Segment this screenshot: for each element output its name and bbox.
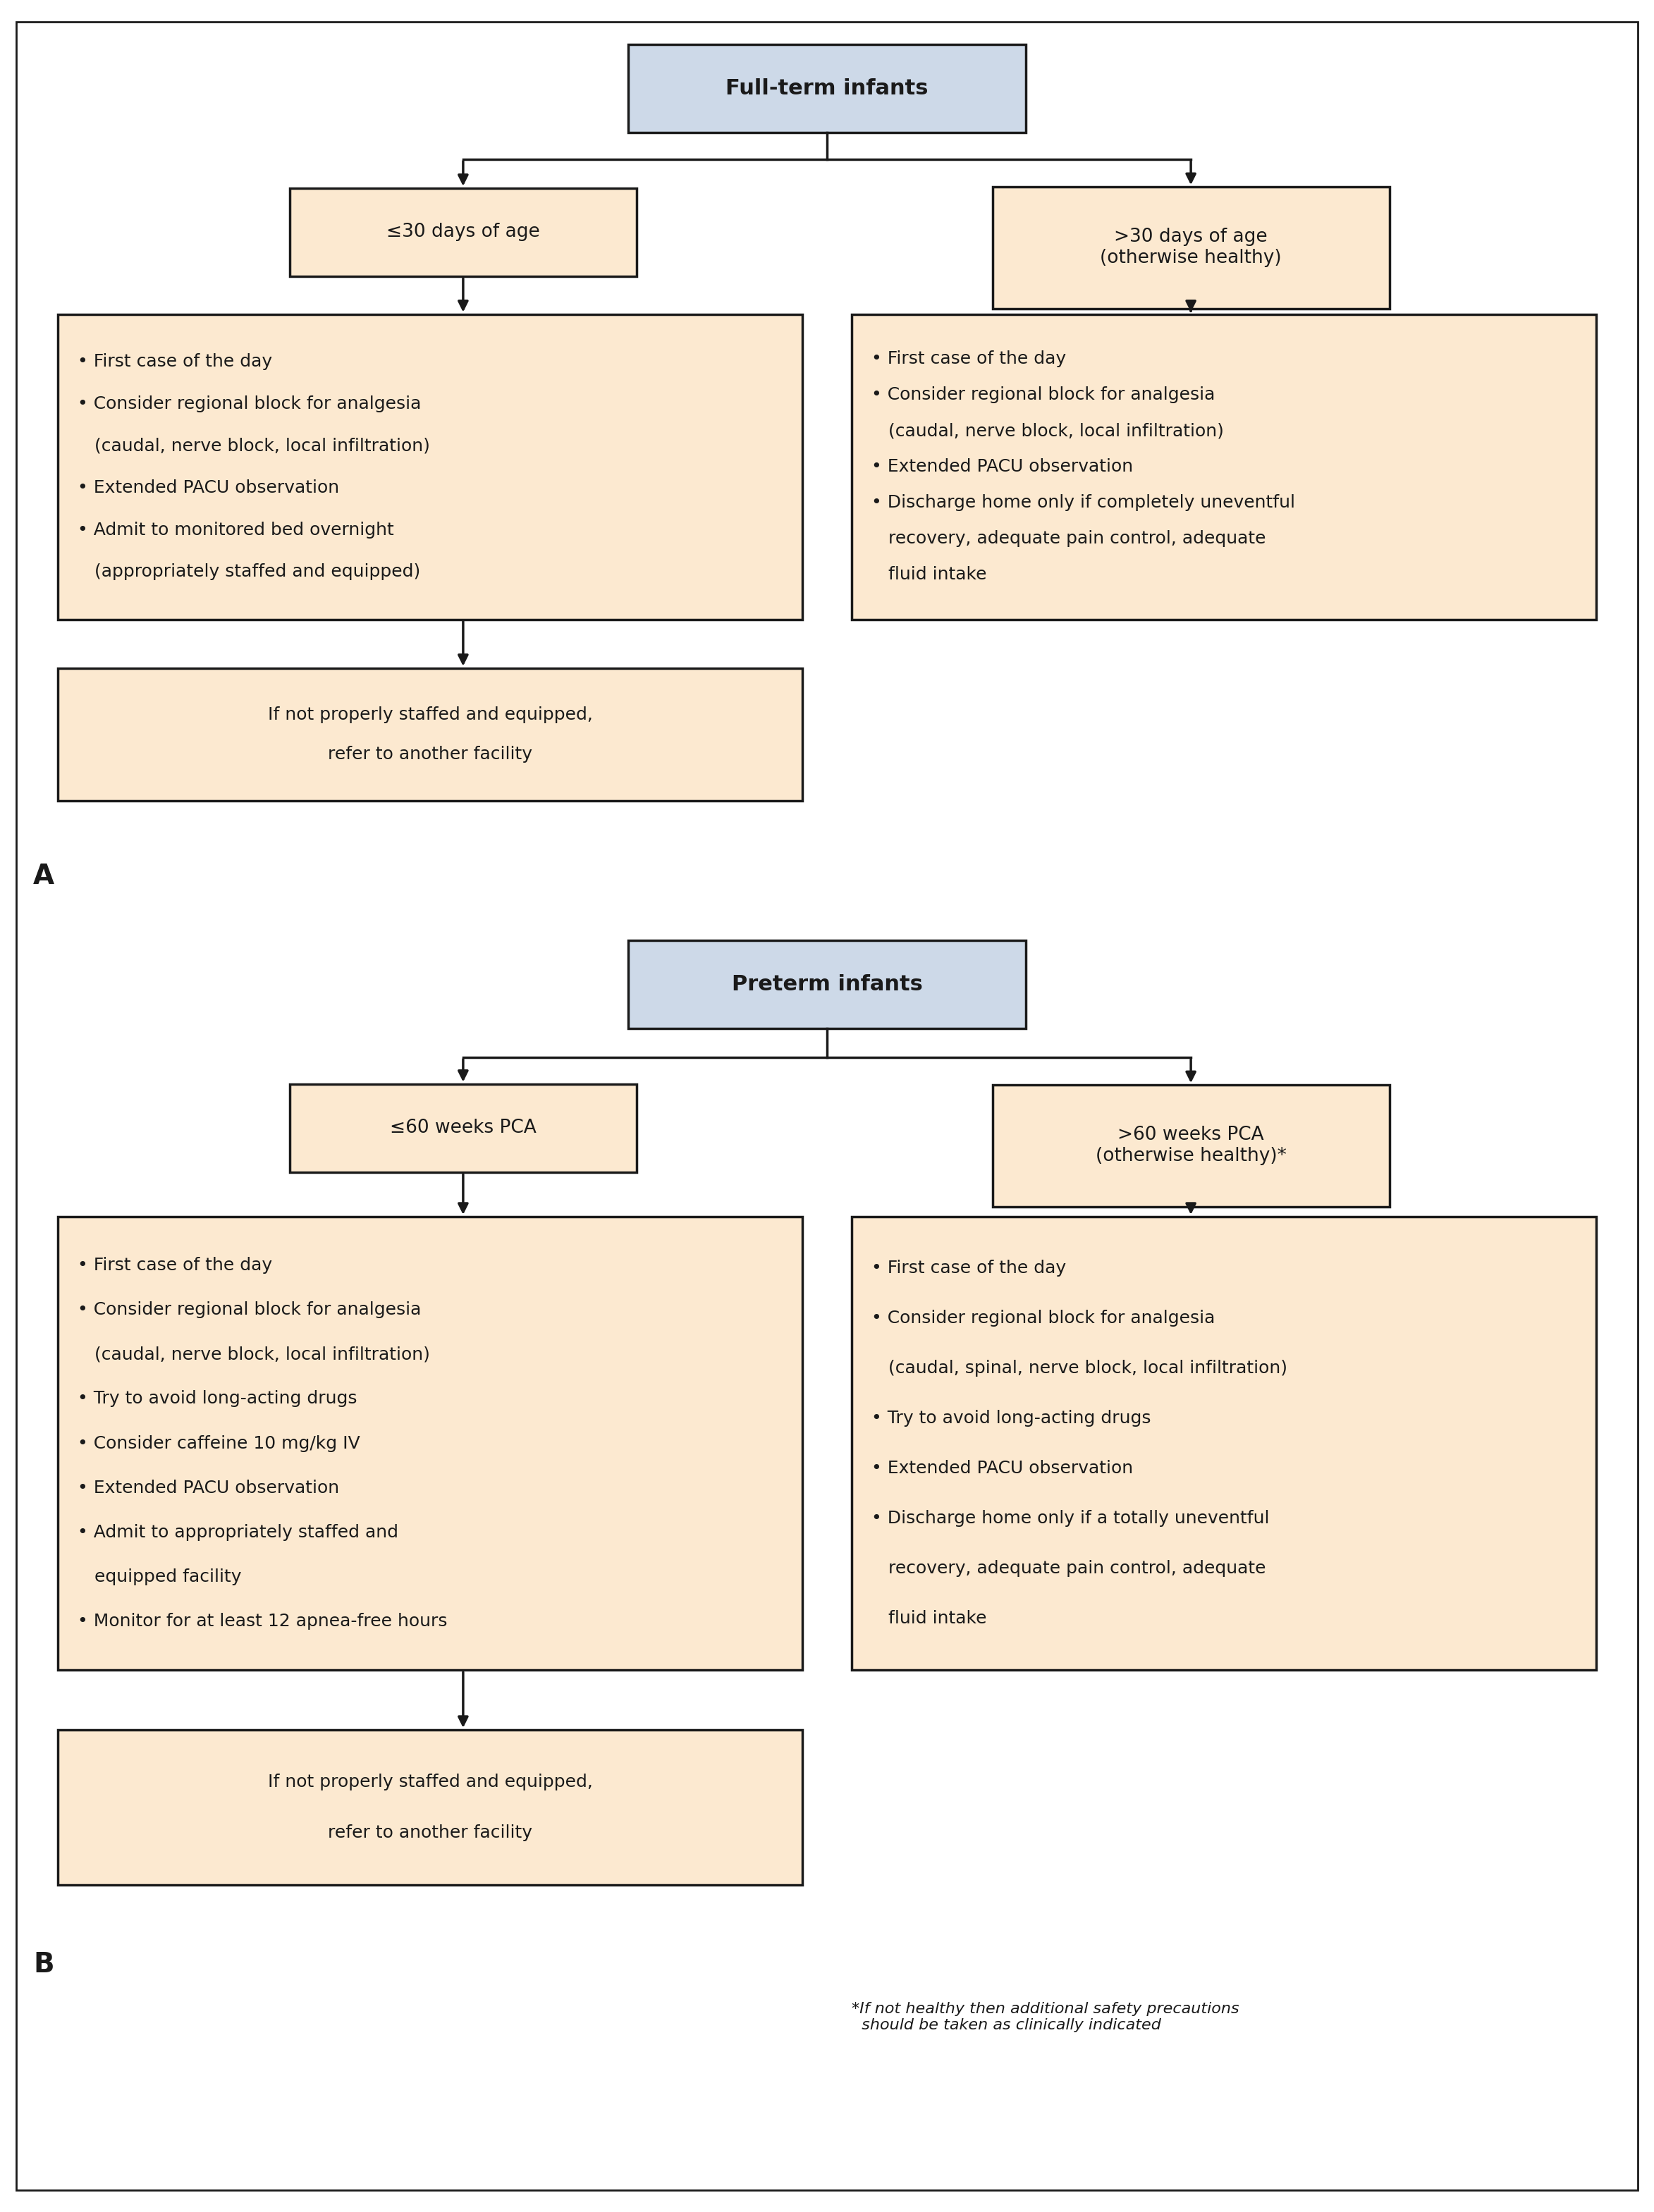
Text: refer to another facility: refer to another facility bbox=[327, 745, 533, 763]
Text: • Extended PACU observation: • Extended PACU observation bbox=[78, 1480, 339, 1495]
Text: recovery, adequate pain control, adequate: recovery, adequate pain control, adequat… bbox=[872, 531, 1265, 546]
Text: B: B bbox=[33, 1951, 55, 1978]
Text: • Consider caffeine 10 mg/kg IV: • Consider caffeine 10 mg/kg IV bbox=[78, 1436, 361, 1451]
Text: • First case of the day: • First case of the day bbox=[872, 1259, 1067, 1276]
Text: recovery, adequate pain control, adequate: recovery, adequate pain control, adequat… bbox=[872, 1559, 1265, 1577]
Text: • Consider regional block for analgesia: • Consider regional block for analgesia bbox=[78, 396, 422, 411]
Text: (appropriately staffed and equipped): (appropriately staffed and equipped) bbox=[78, 564, 420, 580]
Text: • Extended PACU observation: • Extended PACU observation bbox=[78, 480, 339, 495]
Text: If not properly staffed and equipped,: If not properly staffed and equipped, bbox=[268, 706, 592, 723]
Text: • Try to avoid long-acting drugs: • Try to avoid long-acting drugs bbox=[78, 1391, 357, 1407]
Text: refer to another facility: refer to another facility bbox=[327, 1825, 533, 1840]
Text: • Extended PACU observation: • Extended PACU observation bbox=[872, 1460, 1133, 1478]
Text: • Admit to monitored bed overnight: • Admit to monitored bed overnight bbox=[78, 522, 394, 538]
Text: Preterm infants: Preterm infants bbox=[731, 973, 923, 995]
Text: • First case of the day: • First case of the day bbox=[78, 354, 273, 369]
Text: (caudal, nerve block, local infiltration): (caudal, nerve block, local infiltration… bbox=[78, 438, 430, 453]
Bar bbox=[992, 188, 1389, 307]
Text: fluid intake: fluid intake bbox=[872, 1610, 987, 1628]
Bar bbox=[852, 1217, 1596, 1670]
Text: >30 days of age
(otherwise healthy): >30 days of age (otherwise healthy) bbox=[1100, 228, 1282, 268]
Bar bbox=[58, 1730, 802, 1885]
Text: A: A bbox=[33, 863, 55, 889]
Text: • Try to avoid long-acting drugs: • Try to avoid long-acting drugs bbox=[872, 1409, 1151, 1427]
Bar bbox=[58, 668, 802, 801]
Text: ≤30 days of age: ≤30 days of age bbox=[387, 223, 539, 241]
Text: • Consider regional block for analgesia: • Consider regional block for analgesia bbox=[872, 1310, 1216, 1327]
Text: • Admit to appropriately staffed and: • Admit to appropriately staffed and bbox=[78, 1524, 399, 1542]
Text: • Discharge home only if a totally uneventful: • Discharge home only if a totally uneve… bbox=[872, 1511, 1270, 1526]
Text: (caudal, nerve block, local infiltration): (caudal, nerve block, local infiltration… bbox=[872, 422, 1224, 440]
Text: • Discharge home only if completely uneventful: • Discharge home only if completely unev… bbox=[872, 493, 1295, 511]
Text: (caudal, spinal, nerve block, local infiltration): (caudal, spinal, nerve block, local infi… bbox=[872, 1360, 1287, 1376]
Text: (caudal, nerve block, local infiltration): (caudal, nerve block, local infiltration… bbox=[78, 1345, 430, 1363]
Text: equipped facility: equipped facility bbox=[78, 1568, 241, 1586]
Bar bbox=[289, 1084, 637, 1172]
Bar bbox=[58, 1217, 802, 1670]
Bar bbox=[992, 1086, 1389, 1208]
Bar bbox=[58, 314, 802, 619]
Text: If not properly staffed and equipped,: If not properly staffed and equipped, bbox=[268, 1774, 592, 1790]
Bar bbox=[852, 314, 1596, 619]
Text: • Monitor for at least 12 apnea-free hours: • Monitor for at least 12 apnea-free hou… bbox=[78, 1613, 448, 1630]
Text: • First case of the day: • First case of the day bbox=[78, 1256, 273, 1274]
Text: ≤60 weeks PCA: ≤60 weeks PCA bbox=[390, 1119, 536, 1137]
Text: Full-term infants: Full-term infants bbox=[726, 77, 928, 100]
Bar bbox=[289, 188, 637, 276]
Text: *If not healthy then additional safety precautions
  should be taken as clinical: *If not healthy then additional safety p… bbox=[852, 2002, 1239, 2033]
Text: • Consider regional block for analgesia: • Consider regional block for analgesia bbox=[872, 387, 1216, 403]
Bar bbox=[629, 44, 1025, 133]
Text: fluid intake: fluid intake bbox=[872, 566, 987, 584]
Text: >60 weeks PCA
(otherwise healthy)*: >60 weeks PCA (otherwise healthy)* bbox=[1095, 1126, 1287, 1166]
Text: • Extended PACU observation: • Extended PACU observation bbox=[872, 458, 1133, 476]
Text: • Consider regional block for analgesia: • Consider regional block for analgesia bbox=[78, 1301, 422, 1318]
Text: • First case of the day: • First case of the day bbox=[872, 349, 1067, 367]
Bar bbox=[629, 940, 1025, 1029]
